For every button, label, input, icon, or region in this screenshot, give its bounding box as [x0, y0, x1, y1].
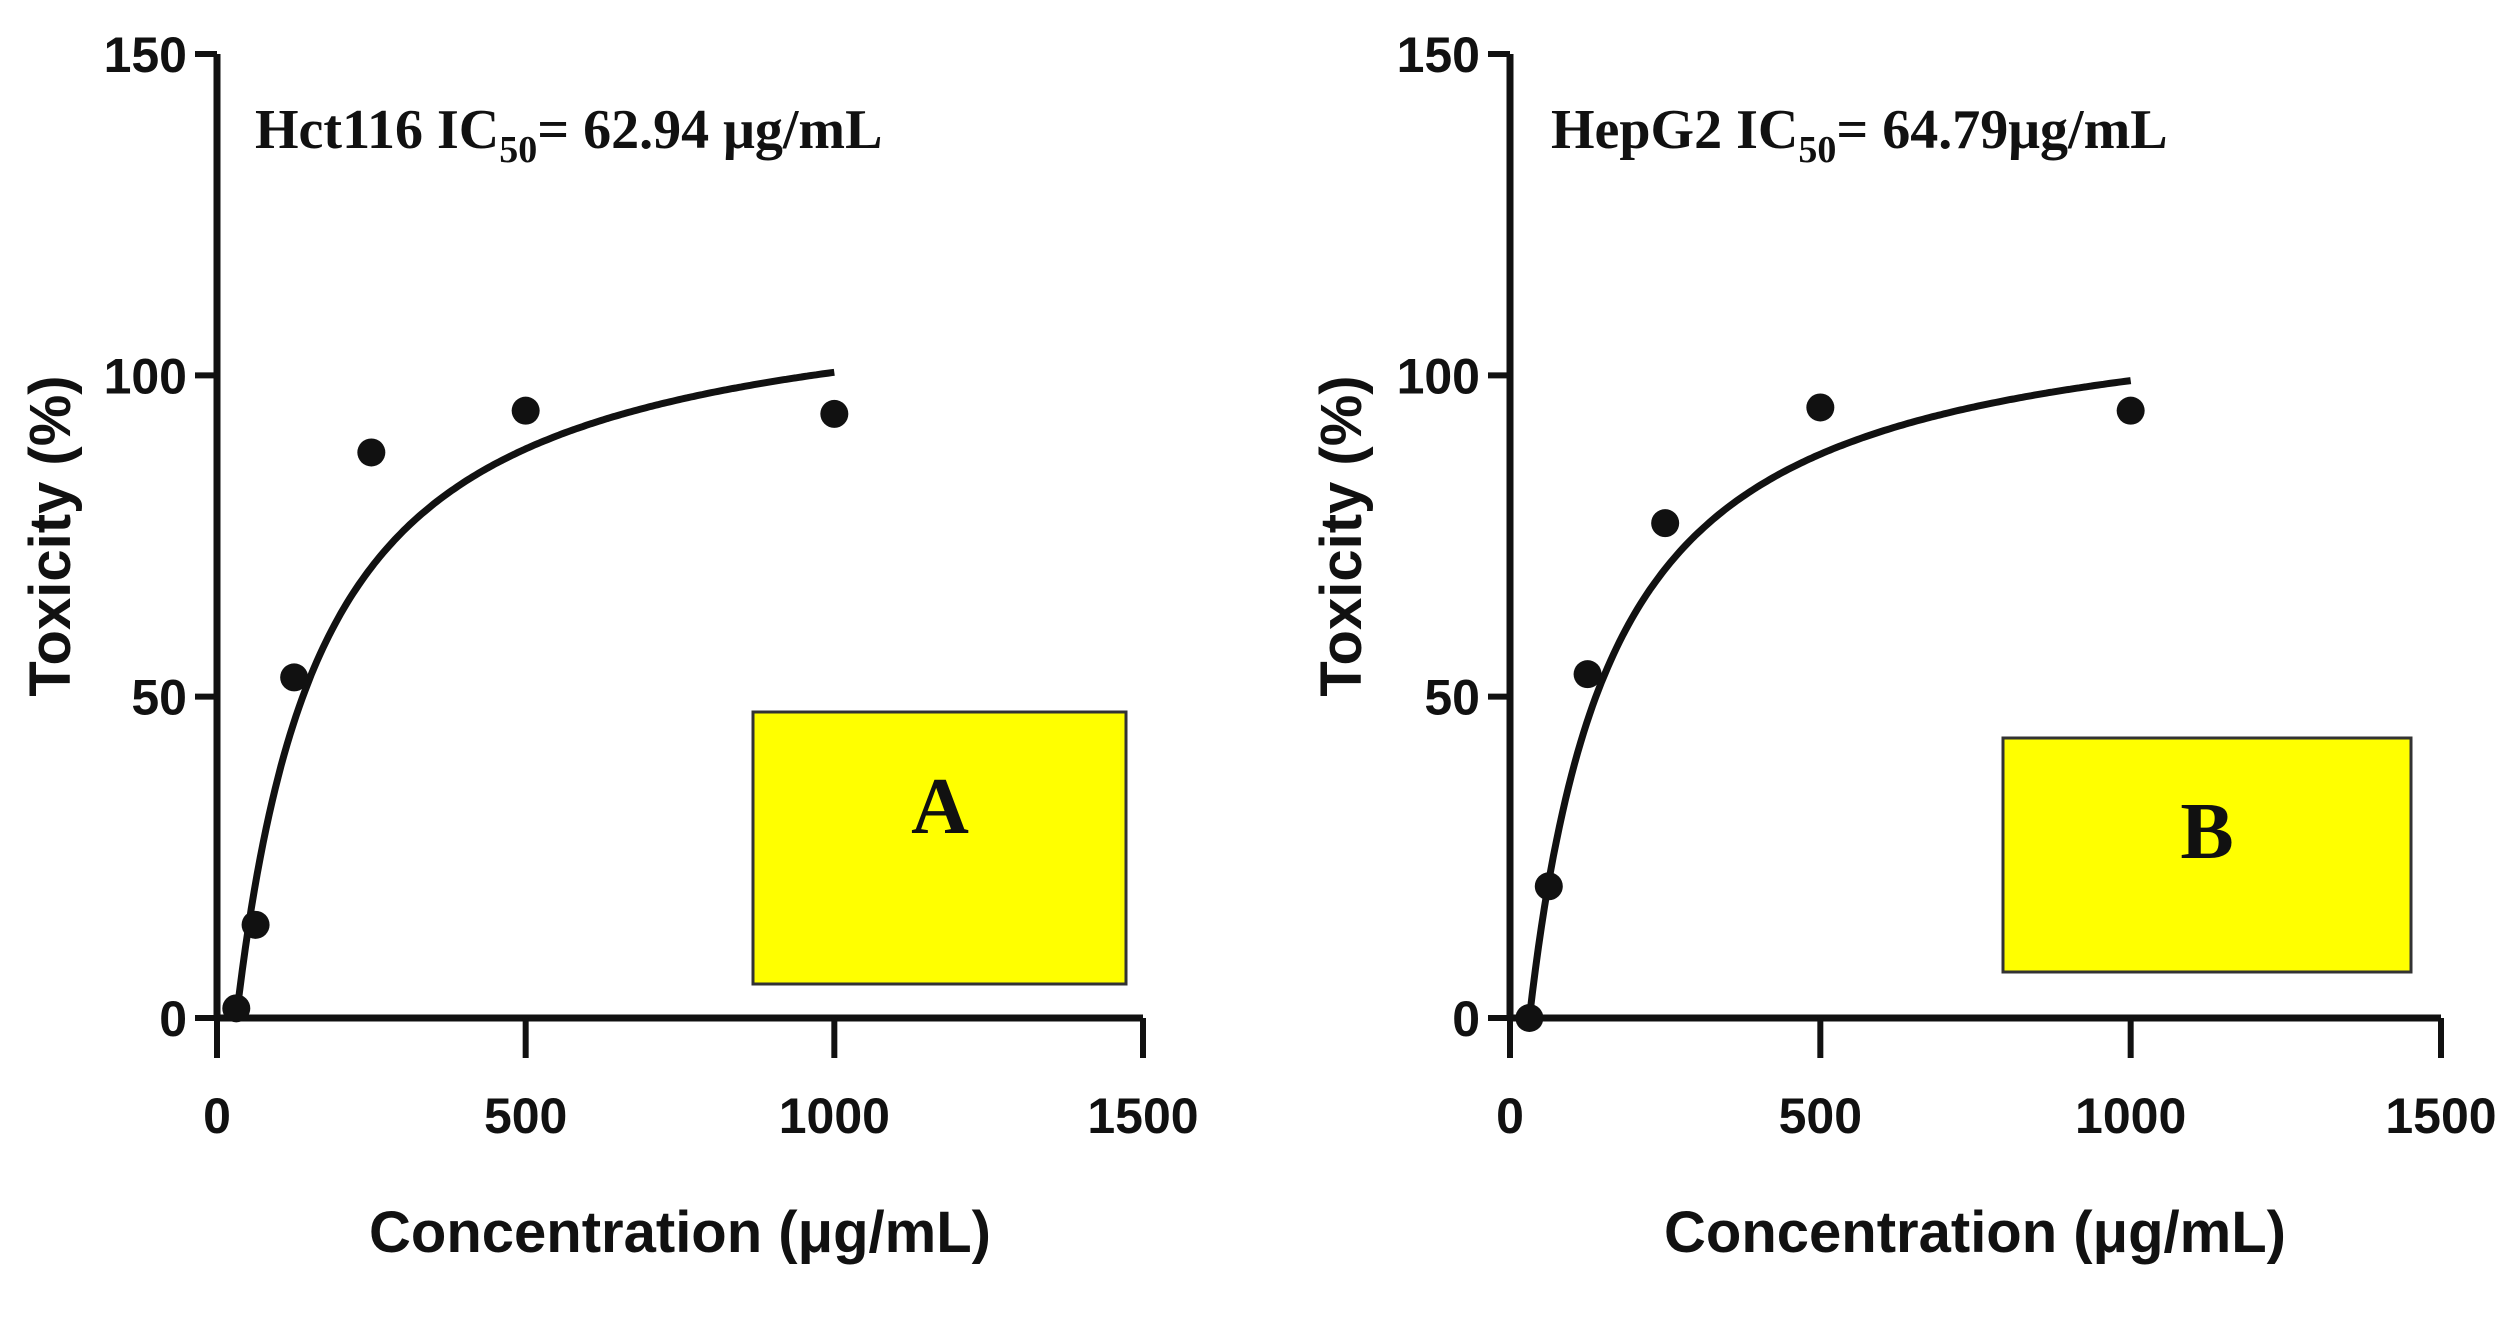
x-tick-label: 1000	[779, 1088, 890, 1144]
data-point	[2116, 396, 2145, 425]
x-tick-label: 0	[203, 1088, 231, 1144]
panel-label-box	[2001, 736, 2413, 974]
data-point	[222, 994, 251, 1023]
y-tick-label: 0	[1452, 991, 1480, 1047]
y-tick-label: 50	[1424, 670, 1480, 726]
y-tick-label: 100	[1397, 348, 1480, 404]
y-tick-label: 150	[104, 27, 187, 83]
x-axis-title: Concentration (μg/mL)	[1664, 1200, 2286, 1265]
x-tick-label: 1500	[1087, 1088, 1198, 1144]
y-tick-label: 150	[1397, 27, 1480, 83]
data-point	[1534, 872, 1563, 901]
chart-panel-b: B 0 50 100 150 0 500 1000 1500 Toxicity (%) Concen…	[1254, 0, 2508, 1321]
x-tick-label: 1500	[2385, 1088, 2496, 1144]
data-point	[511, 396, 540, 425]
x-tick-label: 1000	[2075, 1088, 2186, 1144]
y-tick-label: 0	[159, 991, 187, 1047]
y-axis-title: Toxicity (%)	[18, 375, 83, 696]
x-axis-title: Concentration (μg/mL)	[369, 1200, 991, 1265]
ic50-annotation: Hct116 IC50= 62.94 μg/mL	[255, 99, 882, 171]
data-point	[1651, 509, 1680, 538]
y-tick-label: 100	[104, 348, 187, 404]
data-point	[1573, 660, 1602, 689]
panel-label-box	[751, 710, 1128, 986]
y-tick-label: 50	[131, 670, 187, 726]
panel-label: A	[911, 763, 969, 851]
data-point	[280, 663, 309, 692]
x-tick-label: 500	[484, 1088, 567, 1144]
chart-panel-a: A 0 50 100 150 0 500 1000 1500 Toxicity (%) Concen…	[0, 0, 1254, 1321]
panel-label: B	[2180, 788, 2233, 876]
ic50-annotation: HepG2 IC50= 64.79μg/mL	[1551, 99, 2168, 171]
data-point	[357, 438, 386, 467]
data-point	[1806, 393, 1835, 422]
fit-curve	[1525, 377, 2132, 1019]
data-point	[1515, 1004, 1544, 1032]
x-tick-label: 0	[1496, 1088, 1524, 1144]
y-axis-title: Toxicity (%)	[1309, 375, 1374, 696]
fit-curve	[232, 368, 835, 1019]
data-point	[820, 399, 849, 428]
data-point	[241, 910, 270, 939]
x-tick-label: 500	[1779, 1088, 1862, 1144]
